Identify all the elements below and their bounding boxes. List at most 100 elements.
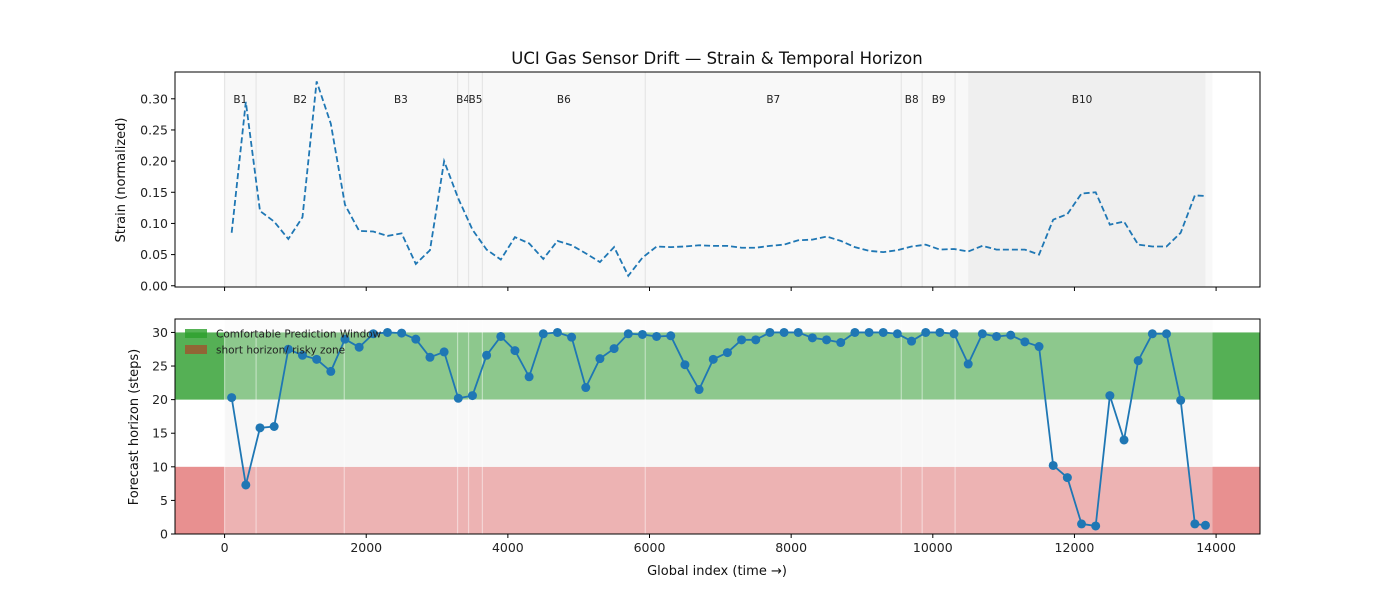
data-point bbox=[977, 329, 987, 339]
data-point bbox=[836, 338, 846, 348]
data-point bbox=[269, 422, 279, 431]
chart-title: UCI Gas Sensor Drift — Strain & Temporal… bbox=[511, 49, 922, 68]
data-point bbox=[652, 331, 662, 341]
batch-label: B8 bbox=[905, 94, 919, 106]
data-point bbox=[411, 334, 421, 344]
data-point bbox=[467, 391, 477, 401]
y-tick-label: 0.25 bbox=[140, 122, 168, 137]
data-point bbox=[1034, 342, 1044, 352]
x-tick-label: 4000 bbox=[492, 540, 524, 555]
data-point bbox=[567, 332, 577, 342]
series-line bbox=[230, 331, 1206, 527]
x-tick-label: 14000 bbox=[1196, 540, 1236, 555]
data-point bbox=[921, 327, 931, 337]
y-tick-label: 10 bbox=[152, 459, 168, 474]
legend-label: short horizon/ risky zone bbox=[216, 345, 345, 357]
data-point bbox=[368, 329, 378, 339]
data-point bbox=[935, 327, 945, 337]
y-tick-label: 0.15 bbox=[140, 185, 168, 200]
x-tick-label: 12000 bbox=[1055, 540, 1095, 555]
y-tick-label: 0.10 bbox=[140, 216, 168, 231]
x-tick-label: 6000 bbox=[634, 540, 666, 555]
data-point bbox=[1020, 337, 1030, 347]
data-point bbox=[326, 366, 336, 376]
data-point bbox=[751, 335, 761, 345]
legend-label: Comfortable Prediction Window bbox=[216, 329, 382, 341]
data-point bbox=[241, 480, 251, 490]
top-y-axis-label: Strain (normalized) bbox=[114, 117, 129, 242]
data-point bbox=[708, 354, 718, 364]
batch-label: B3 bbox=[394, 94, 408, 106]
data-point bbox=[453, 393, 463, 403]
batch-label: B5 bbox=[469, 94, 483, 106]
batch-label: B1 bbox=[233, 94, 247, 106]
data-point bbox=[340, 334, 350, 344]
data-point bbox=[382, 327, 392, 337]
data-point bbox=[892, 329, 902, 339]
data-point bbox=[850, 327, 860, 337]
y-tick-label: 15 bbox=[152, 426, 168, 441]
neutral-band bbox=[224, 399, 1213, 467]
data-point bbox=[1091, 521, 1101, 531]
data-point bbox=[963, 359, 973, 369]
data-point bbox=[312, 354, 322, 364]
data-point bbox=[737, 335, 747, 345]
data-point bbox=[907, 336, 917, 346]
data-point bbox=[765, 327, 775, 337]
data-point bbox=[864, 327, 874, 337]
data-point bbox=[510, 346, 520, 356]
data-point bbox=[496, 331, 506, 341]
data-point bbox=[524, 372, 534, 382]
x-tick-label: 2000 bbox=[350, 540, 382, 555]
data-point bbox=[397, 328, 407, 338]
data-point bbox=[354, 342, 364, 352]
data-point bbox=[609, 344, 619, 354]
batch-label: B2 bbox=[293, 94, 307, 106]
data-point bbox=[1048, 460, 1058, 470]
y-tick-label: 0.00 bbox=[140, 278, 168, 293]
data-point bbox=[822, 335, 832, 345]
batch-label: B10 bbox=[1072, 94, 1093, 106]
y-tick-label: 25 bbox=[152, 359, 168, 374]
data-point bbox=[992, 331, 1002, 341]
data-point bbox=[694, 385, 704, 395]
x-tick-label: 10000 bbox=[913, 540, 953, 555]
data-point bbox=[227, 393, 237, 403]
data-point bbox=[1077, 519, 1087, 529]
data-point bbox=[425, 352, 435, 362]
data-point bbox=[538, 329, 548, 339]
x-tick-label: 8000 bbox=[775, 540, 807, 555]
legend-swatch bbox=[185, 329, 207, 338]
y-tick-label: 0.05 bbox=[140, 247, 168, 262]
batch-label: B9 bbox=[932, 94, 946, 106]
data-point bbox=[949, 329, 959, 339]
axes-frame bbox=[174, 71, 1261, 288]
data-point bbox=[255, 423, 265, 433]
data-point bbox=[1190, 519, 1200, 529]
data-point bbox=[878, 327, 888, 337]
y-tick-label: 20 bbox=[152, 392, 168, 407]
data-point bbox=[807, 333, 817, 343]
x-tick-label: 0 bbox=[221, 540, 229, 555]
data-point bbox=[623, 329, 633, 339]
data-point bbox=[297, 350, 307, 360]
y-tick-label: 5 bbox=[160, 493, 168, 508]
horizon-axes: 0 2000 4000 6000 8000 10000 12000 14000 0 5 10 15 20… bbox=[152, 318, 1261, 555]
y-tick-label: 0.30 bbox=[140, 91, 168, 106]
data-point bbox=[482, 350, 492, 360]
batch-label: B7 bbox=[766, 94, 780, 106]
data-point bbox=[1176, 395, 1186, 405]
band-comfortable bbox=[175, 332, 1260, 400]
axes-frame bbox=[174, 318, 1261, 535]
data-point bbox=[1147, 329, 1157, 339]
bottom-y-axis-label: Forecast horizon (steps) bbox=[127, 349, 142, 505]
y-tick-label: 0.20 bbox=[140, 154, 168, 169]
data-point bbox=[1006, 330, 1016, 340]
data-point bbox=[1200, 520, 1210, 530]
highlight-span bbox=[968, 72, 1206, 287]
series-line bbox=[230, 81, 1206, 278]
data-point bbox=[1062, 473, 1072, 483]
data-point bbox=[1105, 391, 1115, 401]
